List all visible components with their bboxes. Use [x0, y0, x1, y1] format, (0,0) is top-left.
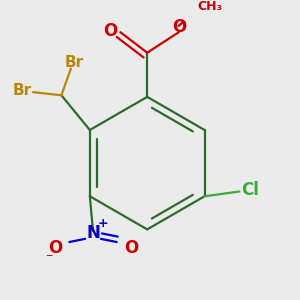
Text: O: O	[48, 239, 62, 257]
Text: O: O	[103, 22, 117, 40]
Text: Br: Br	[12, 83, 32, 98]
Text: O: O	[124, 239, 138, 257]
Text: O: O	[172, 18, 186, 36]
Text: Cl: Cl	[242, 181, 259, 199]
Text: ⁻: ⁻	[45, 251, 52, 265]
Text: Br: Br	[64, 55, 84, 70]
Text: +: +	[97, 217, 108, 230]
Text: CH₃: CH₃	[198, 1, 223, 13]
Text: N: N	[86, 224, 100, 242]
